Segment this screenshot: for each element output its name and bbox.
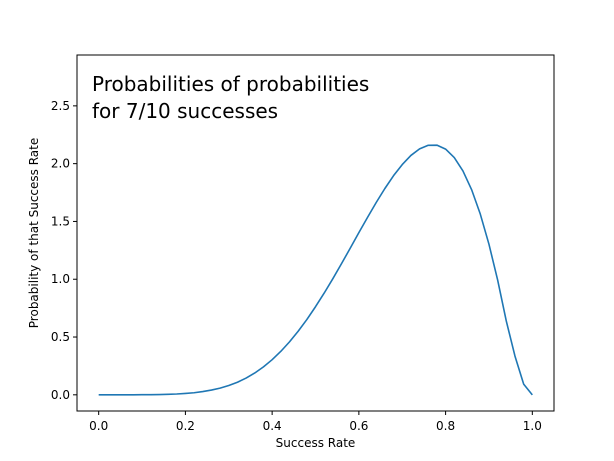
x-tick-label: 0.4 — [263, 419, 282, 433]
y-tick-label: 1.0 — [51, 272, 70, 286]
y-tick-label: 1.5 — [51, 214, 70, 228]
x-axis-label: Success Rate — [276, 436, 356, 450]
plot-frame — [76, 54, 555, 412]
x-axis-ticks: 0.0 0.2 0.4 0.6 0.8 1.0 — [89, 411, 542, 433]
y-tick-label: 0.0 — [51, 388, 70, 402]
x-tick-label: 0.8 — [436, 419, 455, 433]
annotation-line-1: Probabilities of probabilities — [92, 72, 369, 96]
y-axis-ticks: 0.0 0.5 1.0 1.5 2.0 2.5 — [51, 99, 77, 402]
y-tick-label: 0.5 — [51, 330, 70, 344]
x-tick-label: 0.6 — [349, 419, 368, 433]
series-layer — [98, 144, 533, 396]
x-tick-label: 0.0 — [89, 419, 108, 433]
y-axis-label: Probability of that Success Rate — [27, 138, 41, 328]
annotation-line-2: for 7/10 successes — [92, 99, 278, 123]
x-tick-label: 0.2 — [176, 419, 195, 433]
y-tick-label: 2.5 — [51, 99, 70, 113]
y-tick-label: 2.0 — [51, 157, 70, 171]
plot-area — [77, 55, 554, 411]
x-tick-label: 1.0 — [523, 419, 542, 433]
series-line — [98, 144, 533, 396]
